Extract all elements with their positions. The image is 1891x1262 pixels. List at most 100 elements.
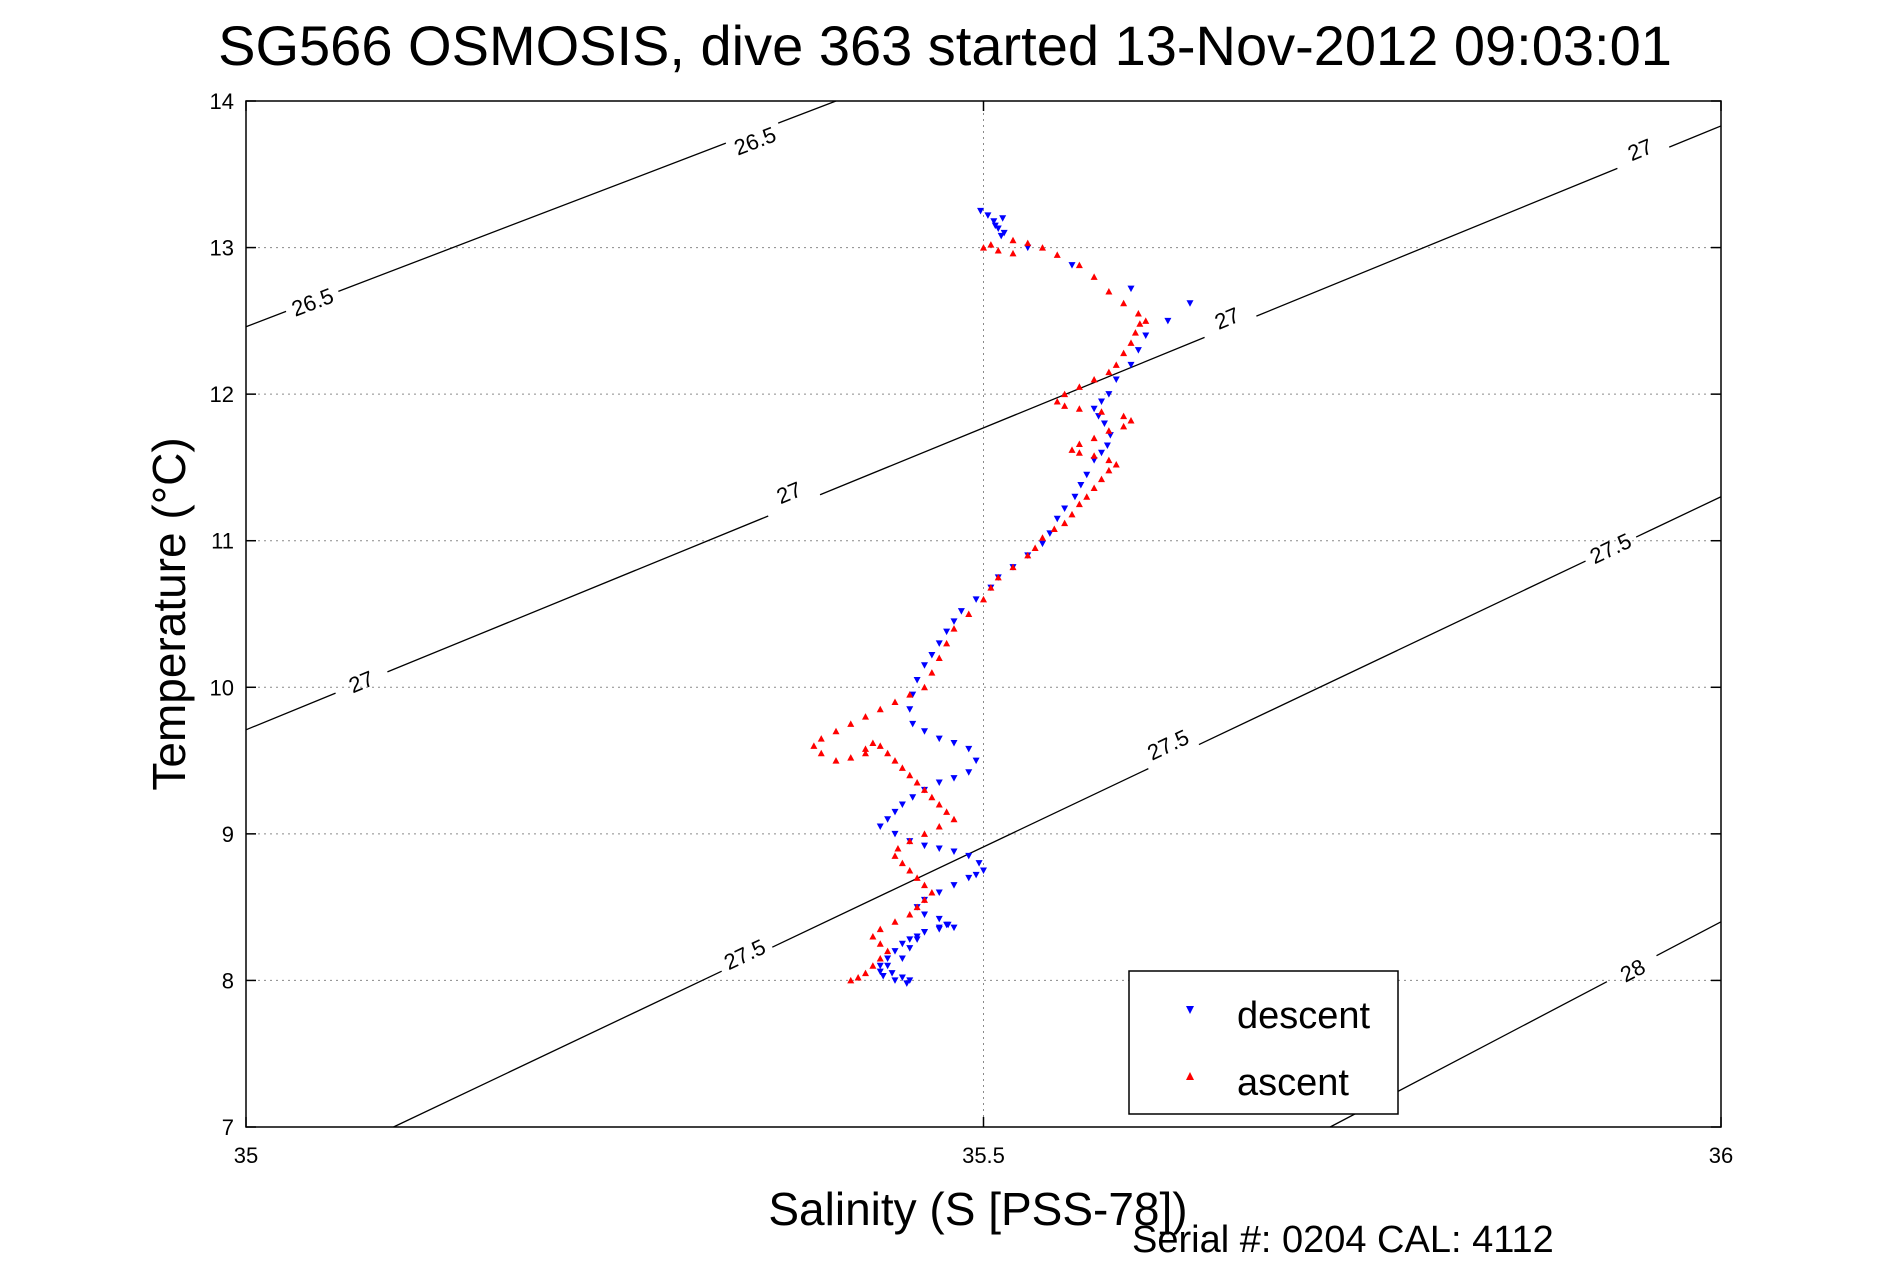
ascent-point [928,888,936,896]
y-tick-label: 12 [210,382,234,407]
descent-point [1103,442,1111,449]
ascent-point [1098,475,1105,483]
descent-point [997,232,1005,240]
ascent-point [876,742,884,749]
ascent-point [1120,422,1128,430]
ascent-point [1061,519,1069,527]
ascent-point [876,925,884,933]
descent-point [906,936,914,943]
density-contour-line [1198,560,1586,746]
ascent-point [1105,288,1113,295]
descent-point [950,618,958,625]
ascent-point [891,852,899,859]
descent-point [884,955,892,962]
ascent-point [913,779,921,786]
ascent-point [1009,236,1017,244]
ascent-point [950,625,958,632]
descent-point [891,948,899,955]
descent-point [1061,505,1069,512]
descent-point [913,676,921,684]
ascent-point [1105,456,1113,464]
ascent-point [943,808,951,815]
descent-point [888,970,896,977]
ascent-point [862,713,869,720]
legend-box [1128,970,1399,1115]
ascent-point [1024,239,1032,247]
ascent-point [1053,251,1061,258]
ascent-point [1090,273,1098,280]
ascent-point [869,962,877,969]
ascent-point [1009,563,1017,571]
descent-point [884,816,892,823]
descent-point [909,794,917,801]
descent-point [935,915,943,923]
descent-point [972,871,980,879]
ascent-point [847,976,855,984]
y-tick-label: 8 [222,968,234,993]
ascent-point [817,735,825,742]
ascent-point [965,610,973,617]
data-points [810,207,1194,987]
ascent-point [1075,405,1083,412]
descent-point [984,212,992,219]
y-tick-label: 14 [210,89,234,114]
ascent-point [810,742,818,749]
ascent-point [980,595,987,603]
ascent-point [943,639,951,647]
ascent-point [1112,361,1120,368]
descent-point [980,867,987,874]
descent-point [965,874,973,882]
ascent-point [1039,534,1046,541]
ascent-point [921,683,928,691]
descent-point [876,968,884,976]
ascent-point [1031,544,1039,552]
ascent-point [928,793,936,801]
descent-point [921,662,928,669]
ascent-point [876,940,884,947]
density-contour-line [819,336,1205,496]
descent-point [1112,376,1120,383]
ascent-point [1120,349,1128,357]
ascent-point [1127,417,1135,424]
serial-cal-footer: Serial #: 0204 CAL: 4112 [1132,1219,1554,1261]
descent-point [1098,449,1105,457]
descent-point [898,955,906,962]
ascent-point [913,903,921,911]
descent-point [1100,420,1108,427]
descent-point [891,830,899,838]
ascent-point [1127,339,1135,346]
descent-point [884,962,892,970]
ascent-point [1075,261,1083,269]
ascent-point [921,896,928,903]
descent-point [891,977,899,984]
ascent-point [906,691,914,698]
chart-title: SG566 OSMOSIS, dive 363 started 13-Nov-2… [218,14,1672,77]
ascent-point [898,764,906,771]
ascent-point [1105,368,1113,376]
ascent-point [1075,449,1083,456]
ascent-point [1068,510,1076,518]
descent-point [1068,262,1076,269]
ascent-point [876,954,884,962]
ascent-point [1009,249,1017,257]
ascent-point [1090,434,1098,442]
descent-point [898,940,906,948]
descent-point [1053,515,1061,523]
ascent-point [935,654,943,661]
descent-point [1090,405,1098,413]
descent-point [994,225,1002,233]
ascent-point [894,845,902,852]
descent-point [1127,285,1135,293]
y-tick-label: 13 [210,236,234,261]
descent-point [999,215,1007,222]
ascent-point [1075,383,1083,390]
descent-point [965,852,973,860]
descent-point [1039,540,1046,548]
descent-point [898,801,906,809]
ascent-point [987,584,995,591]
ascent-point [847,754,855,761]
descent-point [898,974,906,981]
descent-point [921,929,928,936]
